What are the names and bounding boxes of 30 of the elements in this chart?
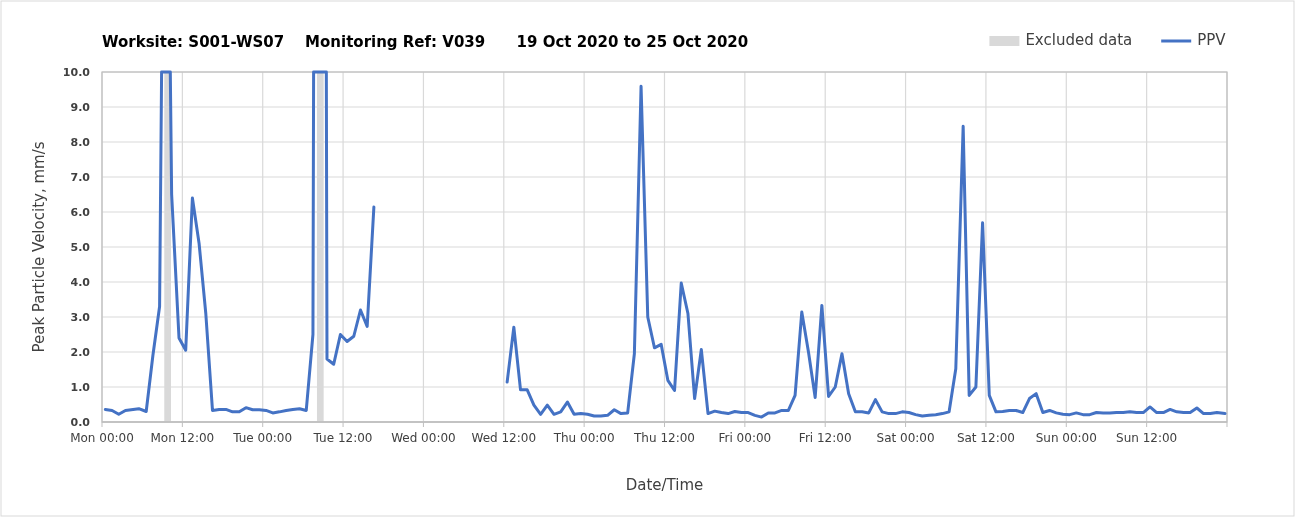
y-tick-label: 4.0	[70, 276, 91, 289]
x-tick-label: Tue 12:00	[312, 431, 373, 445]
chart-title: Worksite: S001-WS07 Monitoring Ref: V039 19 Oct 2020 to 25 Oct 2020	[102, 33, 749, 51]
y-tick-label: 10.0	[62, 66, 91, 79]
x-tick-label: Fri 00:00	[718, 431, 772, 445]
y-tick-label: 0.0	[70, 416, 91, 429]
y-tick-label: 6.0	[70, 206, 91, 219]
x-tick-label: Mon 12:00	[150, 431, 215, 445]
y-axis-title: Peak Particle Velocity, mm/s	[30, 141, 48, 353]
x-tick-label: Sat 12:00	[956, 431, 1015, 445]
y-tick-label: 7.0	[70, 171, 91, 184]
x-tick-label: Thu 12:00	[633, 431, 695, 445]
x-tick-label: Sat 00:00	[876, 431, 935, 445]
y-tick-label: 2.0	[70, 346, 91, 359]
x-tick-label: Mon 00:00	[70, 431, 134, 445]
x-tick-label: Fri 12:00	[798, 431, 852, 445]
x-tick-label: Tue 00:00	[232, 431, 293, 445]
legend-label: Excluded data	[1025, 31, 1133, 49]
x-axis-title: Date/Time	[625, 476, 704, 494]
y-tick-label: 9.0	[70, 101, 91, 114]
y-tick-label: 5.0	[70, 241, 91, 254]
x-tick-label: Sun 00:00	[1035, 431, 1097, 445]
x-tick-label: Wed 00:00	[391, 431, 456, 445]
x-tick-label: Wed 12:00	[471, 431, 537, 445]
x-tick-label: Thu 00:00	[552, 431, 615, 445]
y-tick-label: 8.0	[70, 136, 91, 149]
y-tick-label: 1.0	[70, 381, 91, 394]
y-tick-label: 3.0	[70, 311, 91, 324]
legend-label: PPV	[1197, 31, 1227, 49]
x-tick-label: Sun 12:00	[1116, 431, 1178, 445]
